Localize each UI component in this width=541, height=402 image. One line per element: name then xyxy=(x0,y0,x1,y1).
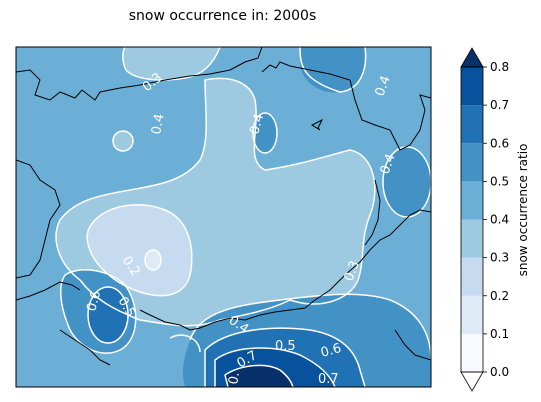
contour-label: 0.4 xyxy=(149,113,167,136)
contour-label: 0.6 xyxy=(84,289,104,313)
border-southwest-2 xyxy=(59,329,111,366)
colorbar-tick-label: 0.5 xyxy=(490,174,509,188)
colorbar-tick-label: 0.8 xyxy=(490,60,509,74)
map-field xyxy=(16,47,431,387)
contour-line xyxy=(189,293,431,361)
contour-line xyxy=(214,347,336,387)
field-center-lower xyxy=(87,204,192,296)
border-west xyxy=(16,159,61,279)
border-northeast xyxy=(261,61,431,151)
field-west-high xyxy=(88,287,128,343)
contour-label: 0.5 xyxy=(275,339,296,354)
colorbar-tick-label: 0.4 xyxy=(490,213,509,227)
contour-line xyxy=(299,47,367,93)
contour-line xyxy=(122,47,221,81)
field-top-low xyxy=(122,47,220,80)
contour-line xyxy=(204,327,366,387)
colorbar-bin xyxy=(461,333,483,372)
contour-line xyxy=(144,249,162,271)
colorbar: 0.0 0.1 0.2 0.3 0.4 0.5 0.6 0.7 0.8 xyxy=(460,47,509,392)
border-south xyxy=(139,209,431,331)
contour-label: 0.7 xyxy=(318,372,339,387)
small-island xyxy=(310,118,324,131)
map-frame xyxy=(15,46,432,388)
country-borders xyxy=(16,47,431,366)
contour-line xyxy=(86,204,193,297)
colorbar-bin xyxy=(461,143,483,182)
colorbar-bin xyxy=(461,181,483,220)
contour-label: 0.4 xyxy=(378,152,399,177)
map-title: snow occurrence in: 2000s xyxy=(128,8,317,24)
colorbar-tick-label: 0.0 xyxy=(490,365,509,379)
colorbar-tick-label: 0.3 xyxy=(490,251,509,265)
colorbar-bin xyxy=(461,257,483,296)
field-north-mid xyxy=(253,113,277,153)
contour-line xyxy=(60,269,137,354)
contour-line xyxy=(252,112,278,154)
contour-lines xyxy=(55,47,431,387)
colorbar-bin xyxy=(461,105,483,144)
contour-line xyxy=(224,364,294,387)
colorbar-extend-min xyxy=(460,371,484,392)
border-southeast xyxy=(394,329,431,361)
contour-label: 0.3 xyxy=(342,259,363,284)
colorbar-tick-label: 0.1 xyxy=(490,327,509,341)
colorbar-bin xyxy=(461,219,483,258)
field-northwest-low xyxy=(113,131,133,151)
contour-line xyxy=(169,334,201,353)
contour-label: 0. xyxy=(226,371,243,386)
colorbar-tick-label: 0.6 xyxy=(490,136,509,150)
colorbar-label: snow occurrence ratio xyxy=(516,144,530,277)
field-center-lowest xyxy=(145,250,161,270)
field-east-mid xyxy=(383,147,431,217)
contour-line xyxy=(55,77,376,327)
contour-label: 0.6 xyxy=(319,341,343,361)
border-southwest xyxy=(16,281,81,301)
field-south-top xyxy=(225,365,293,387)
contour-label: 0.4 xyxy=(373,74,394,99)
contour-label: 0.4 xyxy=(247,112,267,136)
contour-line xyxy=(112,130,134,152)
contour-line xyxy=(87,286,129,344)
colorbar-extend-max xyxy=(460,47,484,68)
colorbar-tick-label: 0.2 xyxy=(490,289,509,303)
colorbar-tick-label: 0.7 xyxy=(490,98,509,112)
colorbar-bin xyxy=(461,295,483,334)
coastline xyxy=(16,47,263,101)
colorbar-bin xyxy=(461,67,483,106)
border-east xyxy=(364,179,381,246)
